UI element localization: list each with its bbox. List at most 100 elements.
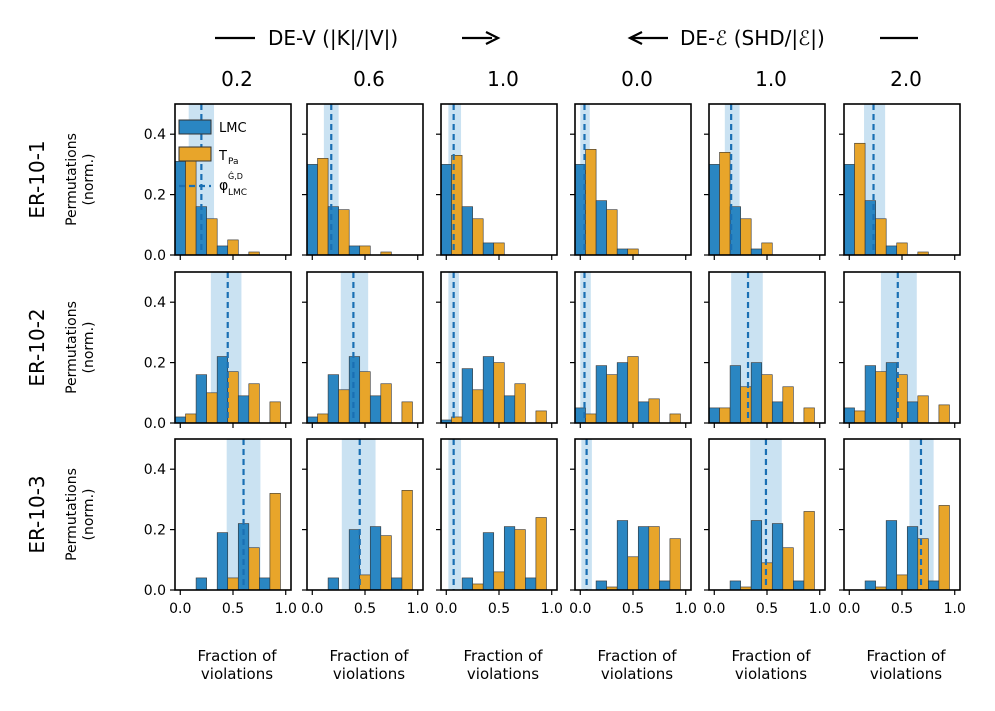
bar-lmc	[195, 374, 207, 424]
bar-lmc	[306, 164, 318, 256]
group-label-de-v: DE-V (|K|/|V|)	[268, 26, 398, 50]
bar-tpa	[648, 398, 660, 424]
bar-lmc	[637, 401, 650, 424]
bar-tpa	[227, 577, 239, 591]
bar-tpa	[803, 511, 815, 591]
bar-tpa	[606, 209, 618, 256]
bar-tpa	[896, 574, 908, 591]
bar-lmc	[369, 395, 382, 424]
bar-tpa	[606, 374, 618, 424]
column-header-2: 1.0	[487, 67, 519, 91]
bar-tpa	[317, 158, 329, 256]
x-tick-label: 0.0	[703, 601, 725, 617]
legend-label-phi-sub: LMC	[228, 188, 247, 198]
y-tick-label: 0.0	[144, 248, 166, 264]
bar-tpa	[627, 556, 639, 591]
legend-label-phi: φ	[219, 178, 228, 194]
bar-tpa	[472, 389, 484, 424]
y-tick-label: 0.2	[144, 188, 166, 204]
x-axis-label: violations	[735, 665, 807, 683]
bar-lmc	[750, 248, 763, 256]
legend-label-phi-sup: Ĝ,D	[228, 170, 243, 181]
y-axis-label: Permutations	[64, 468, 80, 561]
bar-tpa	[206, 392, 218, 424]
y-axis-label: Permutations	[64, 301, 80, 394]
bar-tpa	[782, 547, 794, 591]
bar-lmc	[174, 161, 186, 256]
bar-tpa	[669, 413, 681, 424]
bar-lmc	[928, 580, 940, 591]
x-tick-label: 1.0	[541, 601, 563, 617]
bar-lmc	[616, 248, 629, 256]
column-header-4: 1.0	[755, 67, 787, 91]
x-tick-label: 0.0	[435, 601, 457, 617]
column-header-0: 0.2	[221, 67, 253, 91]
x-tick-label: 1.0	[407, 601, 429, 617]
bar-tpa	[401, 490, 413, 591]
panel-r0-c3	[570, 103, 692, 260]
x-tick-label: 0.5	[622, 601, 644, 617]
bar-lmc	[750, 520, 763, 591]
panel-r0-c0: 0.0 0.2 0.4	[144, 103, 292, 264]
bar-tpa	[338, 389, 350, 424]
bar-lmc	[195, 577, 207, 591]
bar-tpa	[761, 374, 773, 424]
bar-tpa	[248, 383, 260, 424]
x-tick-label: 0.5	[756, 601, 778, 617]
legend-swatch-lmc	[178, 119, 212, 135]
bar-lmc	[482, 532, 495, 591]
x-axis-label: Fraction of	[866, 647, 946, 665]
bar-lmc	[906, 526, 919, 591]
panel-r1-c5	[839, 271, 961, 428]
bar-lmc	[482, 356, 495, 424]
bar-lmc	[259, 577, 271, 591]
x-tick-label: 0.0	[569, 601, 591, 617]
bar-lmc	[729, 580, 741, 591]
panel-r1-c4	[704, 271, 826, 428]
x-tick-label: 0.5	[488, 601, 510, 617]
panel-r1-c3	[570, 271, 692, 428]
x-tick-label: 1.0	[944, 601, 966, 617]
bar-tpa	[854, 410, 866, 424]
bar-lmc	[461, 577, 473, 591]
bar-tpa	[493, 242, 505, 256]
bar-tpa	[227, 371, 239, 424]
bar-lmc	[461, 368, 473, 424]
bar-tpa	[917, 395, 929, 424]
bar-tpa	[938, 505, 950, 591]
y-tick-label: 0.2	[144, 356, 166, 372]
y-tick-label: 0.4	[144, 127, 166, 143]
x-tick-label: 0.0	[301, 601, 323, 617]
bar-lmc	[391, 577, 403, 591]
bar-lmc	[885, 520, 898, 591]
y-axis-label: Permutations	[64, 133, 80, 226]
bar-lmc	[216, 356, 229, 424]
bar-lmc	[595, 365, 607, 424]
bar-tpa	[803, 407, 815, 424]
legend-label-lmc: LMC	[219, 121, 247, 136]
bar-tpa	[317, 413, 329, 424]
x-tick-label: 0.5	[222, 601, 244, 617]
y-axis-label: (norm.)	[81, 489, 97, 541]
row-header-ER-10-2: ER-10-2	[25, 308, 49, 386]
x-axis-label: violations	[870, 665, 942, 683]
x-axis-label: violations	[333, 665, 405, 683]
bar-tpa	[648, 526, 660, 591]
bar-tpa	[380, 535, 392, 591]
bar-tpa	[782, 386, 794, 424]
bar-tpa	[248, 547, 260, 591]
row-headers: ER-10-1 Permutations (norm.)ER-10-2 Permuta…	[25, 133, 97, 561]
bar-tpa	[359, 371, 371, 424]
bar-lmc	[595, 200, 607, 256]
bar-lmc	[327, 206, 339, 256]
bar-tpa	[359, 245, 371, 256]
bar-tpa	[627, 356, 639, 424]
x-axis-label: violations	[601, 665, 673, 683]
bar-tpa	[359, 574, 371, 591]
bar-tpa	[719, 152, 731, 256]
bar-tpa	[472, 583, 484, 591]
bar-tpa	[472, 218, 484, 256]
bar-tpa	[761, 562, 773, 591]
